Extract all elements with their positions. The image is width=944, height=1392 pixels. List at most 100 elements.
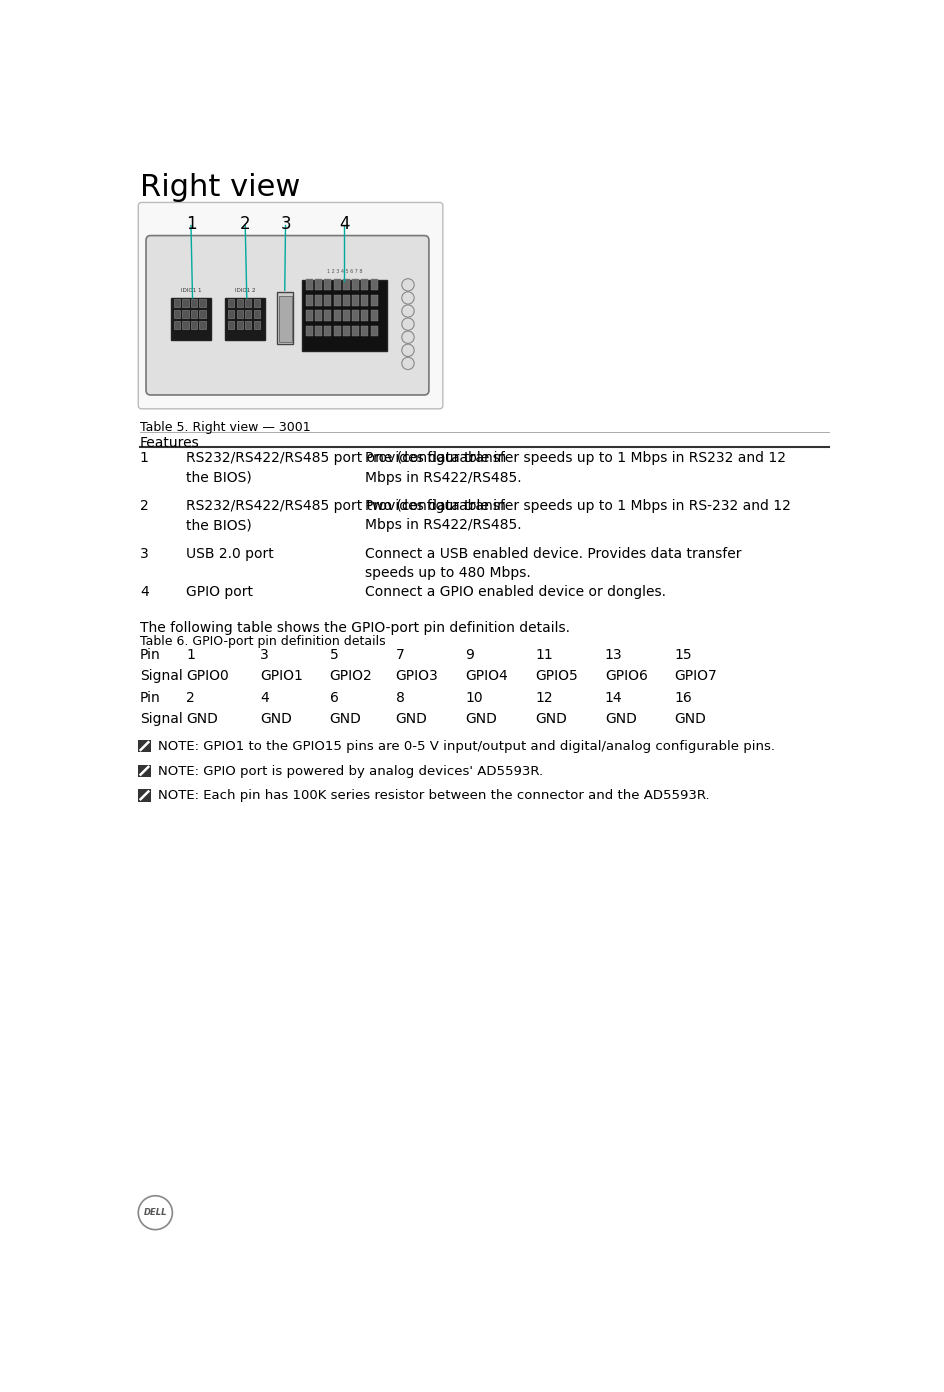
Text: GPIO5: GPIO5 — [534, 670, 577, 683]
FancyBboxPatch shape — [254, 310, 260, 317]
FancyBboxPatch shape — [370, 326, 378, 337]
Text: Right view: Right view — [140, 173, 300, 202]
FancyBboxPatch shape — [182, 322, 189, 329]
Text: GND: GND — [329, 713, 362, 727]
Text: 7: 7 — [396, 647, 404, 661]
FancyBboxPatch shape — [301, 280, 387, 351]
FancyBboxPatch shape — [199, 310, 206, 317]
Text: 5: 5 — [329, 647, 338, 661]
Text: 8: 8 — [396, 690, 404, 704]
FancyBboxPatch shape — [171, 298, 211, 340]
Text: Pin: Pin — [140, 690, 160, 704]
Text: Connect a USB enabled device. Provides data transfer
speeds up to 480 Mbps.: Connect a USB enabled device. Provides d… — [364, 547, 740, 580]
FancyBboxPatch shape — [352, 310, 359, 322]
FancyBboxPatch shape — [362, 280, 368, 291]
Text: GPIO4: GPIO4 — [464, 670, 508, 683]
FancyBboxPatch shape — [228, 310, 234, 317]
FancyBboxPatch shape — [370, 295, 378, 306]
Text: GND: GND — [464, 713, 497, 727]
Text: 1: 1 — [140, 451, 148, 465]
Text: 1: 1 — [185, 214, 196, 232]
Circle shape — [401, 305, 413, 317]
Text: GPIO2: GPIO2 — [329, 670, 372, 683]
Text: 3: 3 — [260, 647, 268, 661]
Text: 3: 3 — [140, 547, 148, 561]
Text: 13: 13 — [604, 647, 622, 661]
FancyBboxPatch shape — [277, 292, 293, 344]
Text: 4: 4 — [339, 214, 349, 232]
FancyBboxPatch shape — [174, 310, 180, 317]
FancyBboxPatch shape — [191, 322, 197, 329]
Text: GND: GND — [674, 713, 706, 727]
FancyBboxPatch shape — [314, 310, 322, 322]
FancyBboxPatch shape — [324, 326, 331, 337]
FancyBboxPatch shape — [305, 326, 312, 337]
FancyBboxPatch shape — [225, 298, 265, 340]
Text: 16: 16 — [674, 690, 692, 704]
Text: 15: 15 — [674, 647, 691, 661]
FancyBboxPatch shape — [199, 299, 206, 308]
Text: 12: 12 — [534, 690, 552, 704]
Text: 3: 3 — [280, 214, 291, 232]
Text: GPIO0: GPIO0 — [186, 670, 228, 683]
FancyBboxPatch shape — [370, 280, 378, 291]
Text: GND: GND — [260, 713, 292, 727]
FancyBboxPatch shape — [278, 295, 292, 342]
FancyBboxPatch shape — [324, 295, 331, 306]
Text: 2: 2 — [140, 498, 148, 512]
Circle shape — [401, 278, 413, 291]
Text: DELL: DELL — [143, 1208, 167, 1217]
Text: NOTE: GPIO port is powered by analog devices' AD5593R.: NOTE: GPIO port is powered by analog dev… — [159, 764, 543, 778]
FancyBboxPatch shape — [305, 295, 312, 306]
FancyBboxPatch shape — [174, 322, 180, 329]
Text: GPIO6: GPIO6 — [604, 670, 647, 683]
FancyBboxPatch shape — [314, 280, 322, 291]
FancyBboxPatch shape — [244, 322, 251, 329]
FancyBboxPatch shape — [333, 326, 340, 337]
Text: GND: GND — [396, 713, 427, 727]
Text: Connect a GPIO enabled device or dongles.: Connect a GPIO enabled device or dongles… — [364, 585, 665, 599]
FancyBboxPatch shape — [305, 310, 312, 322]
FancyBboxPatch shape — [138, 789, 150, 802]
FancyBboxPatch shape — [146, 235, 429, 395]
Circle shape — [401, 358, 413, 369]
Text: 11: 11 — [534, 647, 552, 661]
FancyBboxPatch shape — [352, 280, 359, 291]
FancyBboxPatch shape — [244, 299, 251, 308]
Text: 10: 10 — [464, 690, 482, 704]
FancyBboxPatch shape — [254, 299, 260, 308]
FancyBboxPatch shape — [314, 326, 322, 337]
Text: GPIO3: GPIO3 — [396, 670, 438, 683]
FancyBboxPatch shape — [182, 299, 189, 308]
FancyBboxPatch shape — [228, 299, 234, 308]
Text: 4: 4 — [260, 690, 268, 704]
FancyBboxPatch shape — [244, 310, 251, 317]
Text: GPIO port: GPIO port — [186, 585, 253, 599]
Circle shape — [401, 331, 413, 344]
FancyBboxPatch shape — [191, 310, 197, 317]
Text: Pin: Pin — [140, 647, 160, 661]
Text: NOTE: GPIO1 to the GPIO15 pins are 0-5 V input/output and digital/analog configu: NOTE: GPIO1 to the GPIO15 pins are 0-5 V… — [159, 741, 775, 753]
Text: 14: 14 — [604, 690, 622, 704]
FancyBboxPatch shape — [236, 322, 243, 329]
Text: 2: 2 — [186, 690, 194, 704]
FancyBboxPatch shape — [343, 326, 349, 337]
Text: 9: 9 — [464, 647, 474, 661]
FancyBboxPatch shape — [138, 741, 150, 752]
Text: GND: GND — [186, 713, 218, 727]
FancyBboxPatch shape — [333, 280, 340, 291]
Text: Signal: Signal — [140, 670, 182, 683]
FancyBboxPatch shape — [305, 280, 312, 291]
FancyBboxPatch shape — [362, 310, 368, 322]
FancyBboxPatch shape — [343, 280, 349, 291]
Text: NOTE: Each pin has 100K series resistor between the connector and the AD5593R.: NOTE: Each pin has 100K series resistor … — [159, 789, 709, 802]
Circle shape — [401, 317, 413, 330]
FancyBboxPatch shape — [254, 322, 260, 329]
Text: 4: 4 — [140, 585, 148, 599]
FancyBboxPatch shape — [333, 295, 340, 306]
Text: Provides data transfer speeds up to 1 Mbps in RS232 and 12
Mbps in RS422/RS485.: Provides data transfer speeds up to 1 Mb… — [364, 451, 784, 484]
Text: GND: GND — [534, 713, 566, 727]
FancyBboxPatch shape — [362, 326, 368, 337]
Text: GND: GND — [604, 713, 636, 727]
Text: GPIO7: GPIO7 — [674, 670, 716, 683]
